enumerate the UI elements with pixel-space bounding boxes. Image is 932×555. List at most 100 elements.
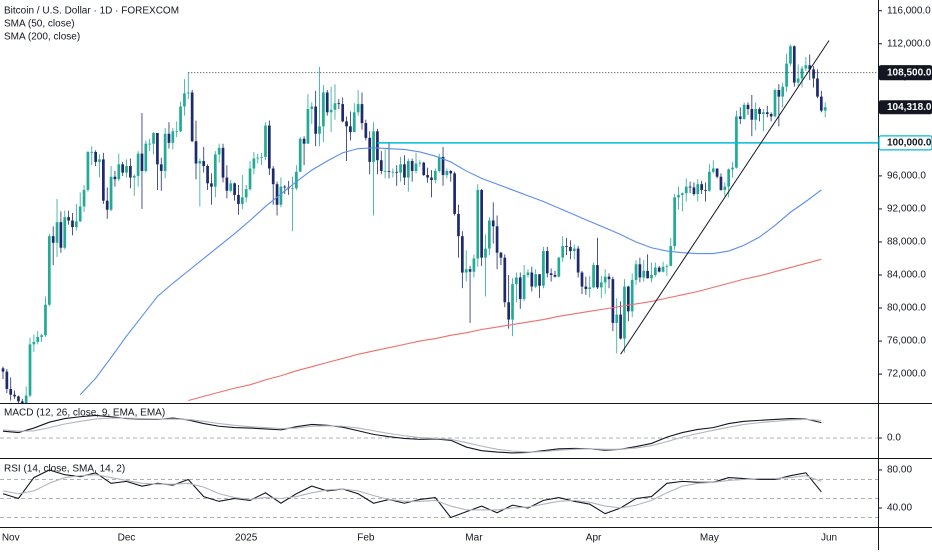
- candle-body: [777, 90, 781, 97]
- candle-body: [789, 46, 792, 64]
- candle-body: [391, 171, 395, 173]
- candle-body: [808, 65, 812, 70]
- candle-body: [125, 165, 128, 173]
- candle-body: [148, 143, 152, 145]
- level-label: 108,500.0: [887, 67, 932, 78]
- candle-body: [800, 68, 804, 79]
- candle-body: [1, 368, 5, 372]
- candle-body: [638, 264, 642, 278]
- candle-body: [163, 133, 167, 171]
- candle-body: [175, 131, 179, 133]
- candle-body: [349, 126, 352, 133]
- candle-body: [399, 164, 402, 173]
- last-price-box: [879, 100, 932, 115]
- candle-body: [561, 246, 565, 258]
- candle-body: [572, 248, 576, 252]
- candle-body: [229, 183, 233, 191]
- x-tick-label: May: [700, 533, 719, 544]
- candle-body: [82, 189, 86, 207]
- candle-body: [464, 269, 468, 273]
- candle-body: [129, 165, 132, 178]
- y-tick-label: 40.00: [887, 503, 912, 514]
- candle-body: [136, 153, 140, 176]
- candle-body: [55, 222, 59, 243]
- y-tick-label: 116,000.0: [887, 5, 931, 16]
- candle-body: [198, 161, 202, 164]
- x-tick-label: Jun: [821, 533, 837, 544]
- level-label-box: [878, 65, 932, 81]
- indicator-line: [2, 474, 822, 511]
- candle-body: [295, 171, 298, 189]
- candle-body: [623, 286, 626, 339]
- candle-body: [279, 186, 283, 205]
- candle-body: [518, 277, 522, 299]
- candle-body: [816, 78, 819, 97]
- candle-body: [781, 86, 785, 97]
- candle-body: [360, 104, 364, 124]
- candle-body: [352, 112, 356, 133]
- chart-title: Bitcoin / U.S. Dollar · 1D · FOREXCOM: [4, 6, 179, 17]
- candle-body: [507, 302, 511, 320]
- candle-body: [140, 153, 144, 171]
- candle-body: [684, 186, 688, 194]
- candle-body: [630, 279, 634, 312]
- candle-body: [688, 186, 692, 188]
- y-tick-label: 76,000.0: [887, 336, 926, 347]
- y-tick-label: 72,000.0: [887, 369, 926, 380]
- trendline: [620, 40, 830, 355]
- candle-body: [260, 156, 263, 158]
- candle-body: [657, 267, 661, 272]
- x-tick-label: Dec: [118, 533, 136, 544]
- candle-body: [144, 143, 148, 171]
- candle-body: [677, 194, 680, 198]
- candle-body: [403, 164, 406, 178]
- candle-body: [74, 221, 78, 228]
- candle-body: [773, 90, 777, 117]
- candle-body: [511, 284, 514, 320]
- candle-body: [765, 112, 769, 114]
- candle-body: [159, 164, 163, 171]
- candle-body: [63, 217, 67, 248]
- candle-body: [418, 162, 422, 164]
- candle-body: [433, 170, 437, 181]
- x-tick-label: Feb: [357, 533, 375, 544]
- candle-body: [71, 220, 74, 228]
- candle-body: [626, 286, 630, 312]
- candle-body: [650, 274, 653, 279]
- y-tick-label: 84,000.0: [887, 270, 926, 281]
- candle-body: [310, 106, 314, 110]
- candle-body: [476, 189, 480, 259]
- x-tick-label: Nov: [2, 533, 20, 544]
- y-tick-label: 92,000.0: [887, 204, 926, 215]
- candle-body: [430, 177, 433, 181]
- candle-body: [449, 170, 453, 174]
- candle-body: [742, 104, 746, 119]
- candle-body: [44, 304, 47, 336]
- candle-body: [704, 189, 707, 191]
- candle-body: [762, 112, 765, 114]
- candle-body: [453, 173, 456, 214]
- candle-body: [318, 126, 321, 134]
- candle-body: [13, 394, 16, 397]
- candle-body: [731, 167, 734, 170]
- x-tick-label: Apr: [586, 533, 602, 544]
- candle-body: [653, 267, 657, 275]
- candle-body: [90, 151, 94, 153]
- candle-body: [356, 104, 360, 113]
- candle-body: [580, 272, 584, 287]
- candle-body: [121, 164, 125, 173]
- candle-body: [515, 277, 518, 285]
- candle-body: [812, 69, 815, 79]
- candle-body: [792, 46, 796, 83]
- candle-body: [480, 189, 483, 258]
- candle-body: [530, 272, 534, 287]
- candle-body: [669, 246, 673, 266]
- candle-body: [422, 162, 426, 176]
- candle-body: [102, 159, 105, 201]
- candle-body: [526, 272, 530, 275]
- candle-body: [283, 186, 287, 188]
- candle-body: [225, 177, 229, 191]
- candle-body: [719, 176, 723, 190]
- x-tick-label: 2025: [235, 533, 258, 544]
